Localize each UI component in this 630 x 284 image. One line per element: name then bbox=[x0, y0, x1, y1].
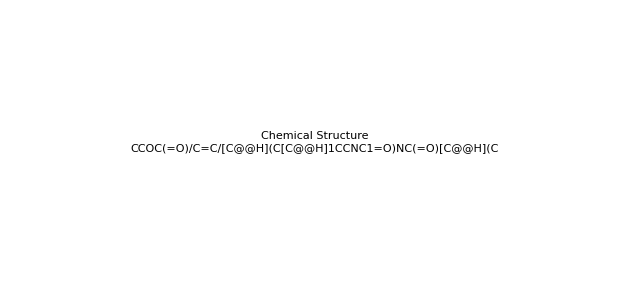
Text: Chemical Structure
CCOC(=O)/C=C/[C@@H](C[C@@H]1CCNC1=O)NC(=O)[C@@H](C: Chemical Structure CCOC(=O)/C=C/[C@@H](C… bbox=[131, 131, 499, 153]
